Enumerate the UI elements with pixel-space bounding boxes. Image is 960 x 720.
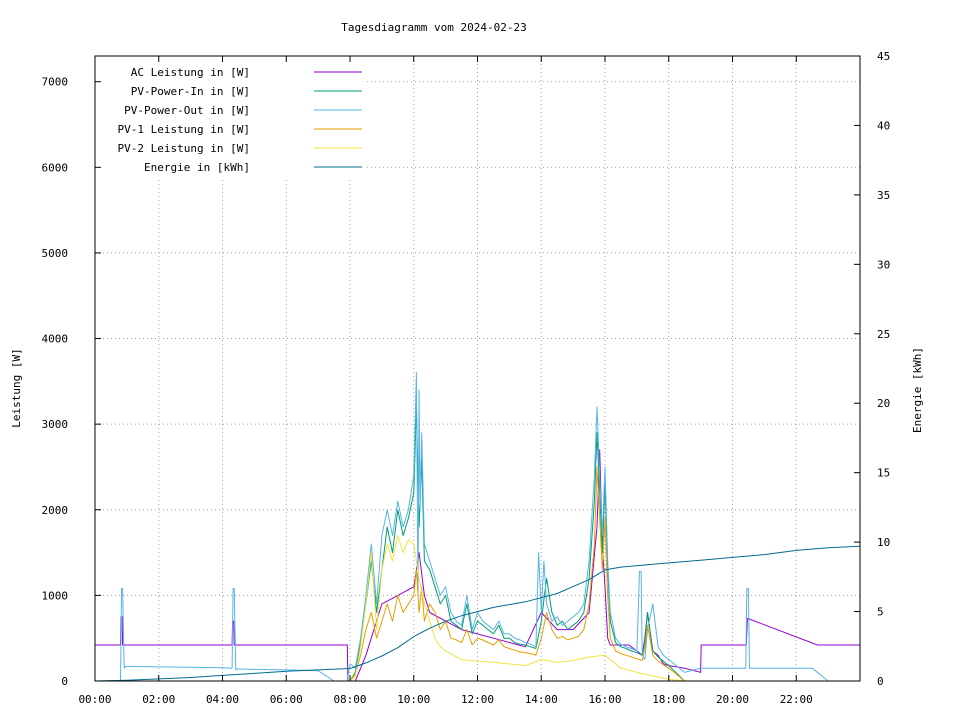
x-tick-label: 14:00 [525,693,558,706]
series-line-3 [349,466,686,682]
y2-axis-label: Energie [kWh] [911,347,924,433]
x-tick-label: 16:00 [588,693,621,706]
y-tick-label: 2000 [42,504,69,517]
x-tick-label: 08:00 [333,693,366,706]
y-tick-label: 6000 [42,161,69,174]
y2-tick-label: 10 [877,536,890,549]
y-axis-label: Leistung [W] [10,348,23,427]
series-line-5 [94,545,861,682]
y2-tick-label: 25 [877,328,890,341]
y2-tick-label: 35 [877,189,890,202]
y-tick-label: 0 [61,675,68,688]
y2-tick-label: 30 [877,258,890,271]
y2-tick-label: 15 [877,467,890,480]
legend-label-2: PV-Power-Out in [W] [124,104,250,117]
legend-box [97,59,367,179]
axis-ticks: 00:00 02:00 04:00 06:00 08:00 10:00 12:00 14:00… [42,50,891,706]
legend-label-4: PV-2 Leistung in [W] [118,142,250,155]
series-lines [94,372,861,682]
y-tick-label: 7000 [42,76,69,89]
x-tick-label: 18:00 [652,693,685,706]
x-tick-label: 00:00 [78,693,111,706]
y2-tick-label: 5 [877,606,884,619]
series-line-4 [349,535,685,682]
y2-tick-label: 20 [877,397,890,410]
legend: AC Leistung in [W] PV-Power-In in [W] PV-P… [118,66,362,174]
chart-title: Tagesdiagramm vom 2024-02-23 [341,21,526,34]
y2-tick-label: 45 [877,50,890,63]
y2-tick-label: 0 [877,675,884,688]
x-tick-label: 22:00 [780,693,813,706]
y-tick-label: 1000 [42,589,69,602]
y-tick-label: 3000 [42,418,69,431]
x-tick-label: 20:00 [716,693,749,706]
series-line-1 [349,406,686,682]
x-tick-label: 06:00 [270,693,303,706]
y-tick-label: 4000 [42,333,69,346]
legend-label-5: Energie in [kWh] [144,161,250,174]
legend-label-3: PV-1 Leistung in [W] [118,123,250,136]
x-tick-label: 04:00 [206,693,239,706]
legend-label-0: AC Leistung in [W] [131,66,250,79]
x-tick-label: 12:00 [461,693,494,706]
legend-label-1: PV-Power-In in [W] [131,85,250,98]
y2-tick-label: 40 [877,119,890,132]
x-tick-label: 10:00 [397,693,430,706]
series-line-2 [95,372,860,682]
y-tick-label: 5000 [42,247,69,260]
x-tick-label: 02:00 [142,693,175,706]
